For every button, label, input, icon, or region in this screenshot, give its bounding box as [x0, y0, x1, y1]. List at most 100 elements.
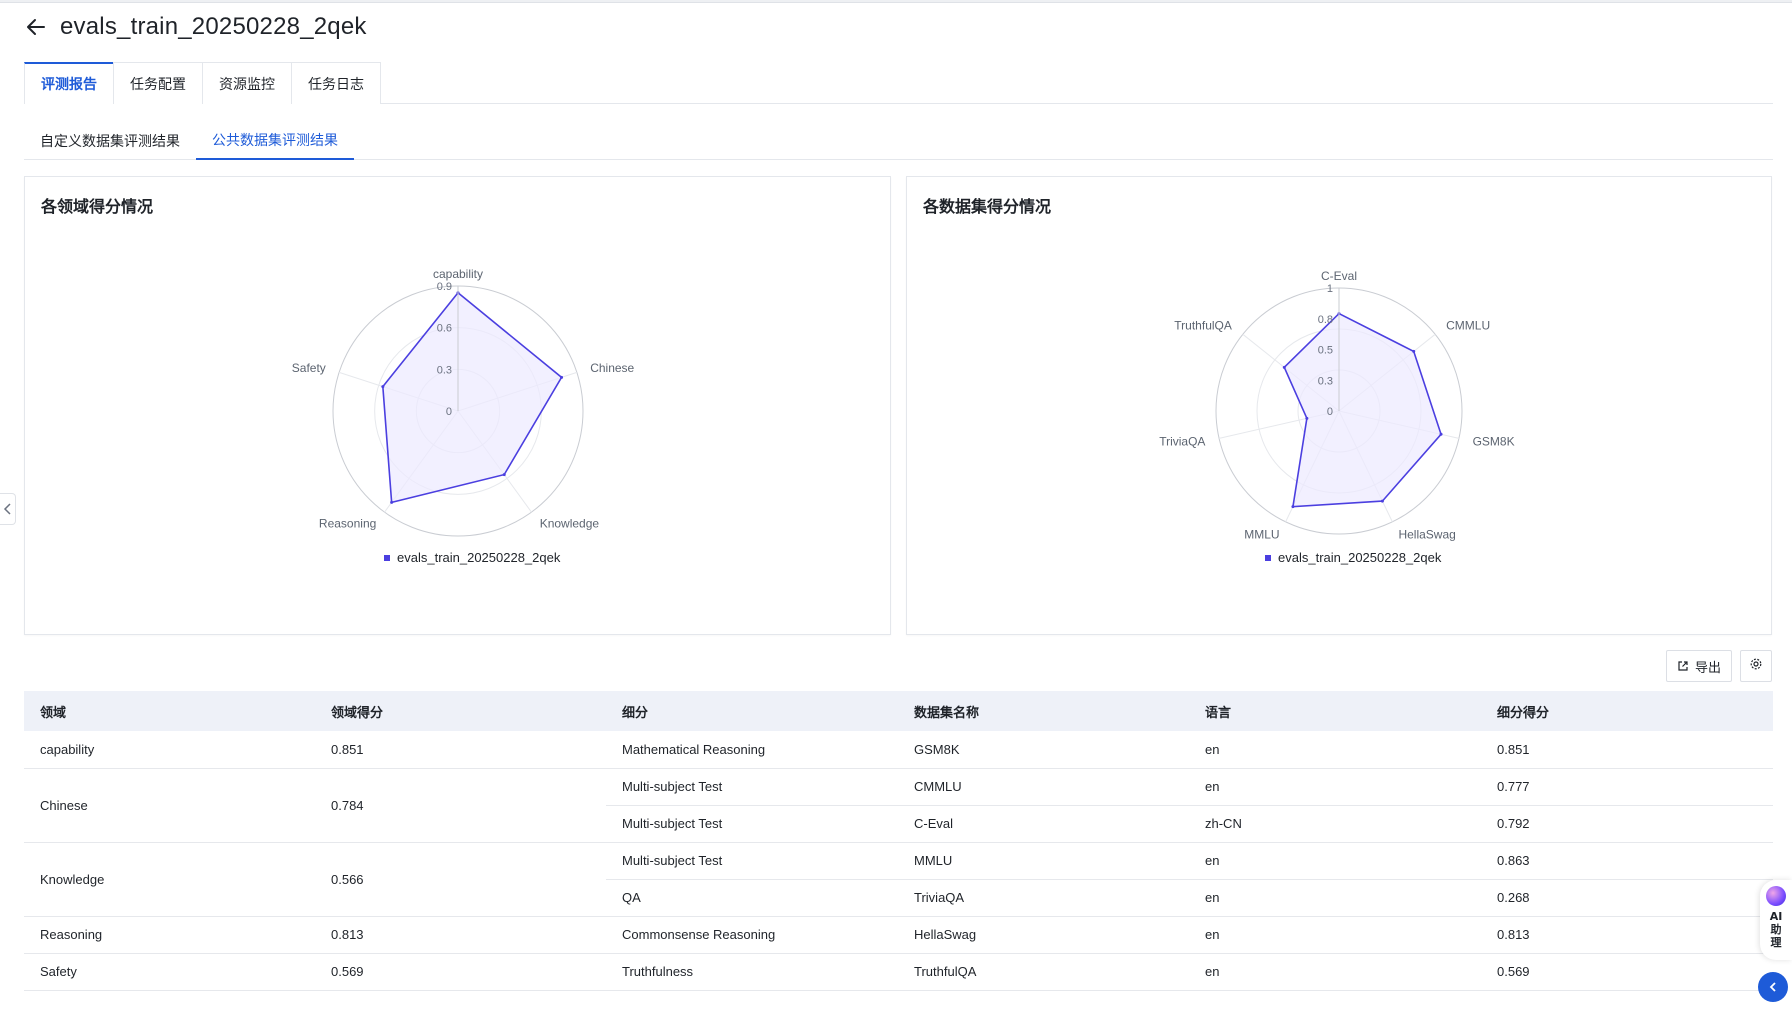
export-button[interactable]: 导出: [1665, 650, 1732, 682]
radar-axis-label: Chinese: [590, 361, 634, 375]
tab-task-log[interactable]: 任务日志: [291, 62, 381, 104]
subcategory-cell: Truthfulness: [606, 953, 898, 991]
radar-axis-label: MMLU: [1244, 527, 1279, 541]
back-arrow-icon[interactable]: [22, 13, 50, 41]
language-cell: en: [1189, 842, 1481, 880]
settings-button[interactable]: [1740, 650, 1772, 682]
radar-data-point[interactable]: [560, 375, 564, 379]
sub-score-cell: 0.268: [1481, 879, 1773, 917]
radar-data-point[interactable]: [502, 473, 506, 477]
card-title: 各领域得分情况: [41, 197, 154, 216]
tab-task-config[interactable]: 任务配置: [113, 62, 203, 104]
domain-cell: Knowledge: [24, 842, 315, 917]
subcategory-cell: QA: [606, 879, 898, 917]
radar-tick-label: 1: [1327, 283, 1333, 295]
radar-axis-label: C-Eval: [1321, 269, 1357, 283]
table-row: Knowledge 0.566 Multi-subject Test MMLU …: [24, 842, 1773, 917]
legend-swatch: [1265, 555, 1271, 561]
subcategory-cell: Multi-subject Test: [606, 805, 898, 843]
domain-score-cell: 0.784: [315, 768, 606, 843]
collapse-panel-button[interactable]: [1758, 972, 1788, 1002]
radar-tick-label: 0.3: [1318, 375, 1333, 387]
domain-score-cell: 0.813: [315, 916, 606, 954]
domain-cell: Reasoning: [24, 916, 315, 954]
radar-data-point[interactable]: [390, 500, 394, 504]
subtab-public-dataset[interactable]: 公共数据集评测结果: [196, 122, 354, 160]
radar-data-point[interactable]: [1291, 505, 1295, 509]
chevron-left-icon: [1769, 982, 1776, 992]
column-header-subcategory: 细分: [606, 691, 898, 731]
table-row: Multi-subject Test C-Eval zh-CN 0.792: [24, 805, 1773, 843]
column-header-language: 语言: [1189, 691, 1481, 731]
domain-score-cell: 0.566: [315, 842, 606, 917]
sub-score-cell: 0.851: [1481, 731, 1773, 769]
subcategory-cell: Commonsense Reasoning: [606, 916, 898, 954]
dataset-cell: TriviaQA: [898, 879, 1189, 917]
radar-tick-label: 0.5: [1318, 345, 1333, 357]
domain-cell: capability: [24, 731, 315, 769]
dataset-cell: TruthfulQA: [898, 953, 1189, 991]
ai-assistant-label: AI助理: [1769, 910, 1783, 949]
export-label: 导出: [1694, 660, 1721, 676]
dataset-cell: GSM8K: [898, 731, 1189, 769]
table-row: Chinese 0.784 Multi-subject Test CMMLU e…: [24, 768, 1773, 843]
radar-axis-label: Reasoning: [319, 516, 376, 530]
column-header-domain: 领域: [24, 691, 315, 731]
main-tabs: 评测报告 任务配置 资源监控 任务日志: [24, 62, 1773, 104]
page-title: evals_train_20250228_2qek: [60, 13, 367, 40]
ai-assistant-button[interactable]: AI助理: [1760, 880, 1792, 960]
tab-eval-report[interactable]: 评测报告: [24, 62, 114, 104]
top-border: [0, 0, 1792, 3]
dataset-cell: C-Eval: [898, 805, 1189, 843]
language-cell: en: [1189, 731, 1481, 769]
sidebar-expand-handle[interactable]: [0, 493, 16, 525]
radar-data-point[interactable]: [1282, 365, 1286, 369]
gear-icon: [1749, 657, 1763, 675]
radar-data-point[interactable]: [1412, 349, 1416, 353]
radar-tick-label: 0.3: [437, 364, 452, 376]
radar-axis-label: GSM8K: [1473, 434, 1515, 448]
radar-series-area[interactable]: [1283, 312, 1442, 508]
ai-orb-icon: [1766, 886, 1786, 906]
radar-tick-label: 0: [1327, 406, 1333, 418]
subcategory-cell: Multi-subject Test: [606, 842, 898, 880]
radar-axis-label: TruthfulQA: [1174, 319, 1232, 333]
language-cell: en: [1189, 916, 1481, 954]
subtab-custom-dataset[interactable]: 自定义数据集评测结果: [40, 134, 180, 150]
dataset-cell: CMMLU: [898, 768, 1189, 806]
dataset-cell: MMLU: [898, 842, 1189, 880]
dataset-score-card: 各数据集得分情况 0 0.3 0.5 0.8 1 C-Eval CMMLU GSM8K Hell…: [906, 176, 1772, 635]
sub-score-cell: 0.569: [1481, 953, 1773, 991]
column-header-sub-score: 细分得分: [1481, 691, 1773, 731]
table-toolbar: 导出: [1665, 650, 1772, 682]
external-link-icon: [1677, 660, 1689, 672]
language-cell: zh-CN: [1189, 805, 1481, 843]
language-cell: en: [1189, 768, 1481, 806]
domain-score-cell: 0.569: [315, 953, 606, 991]
table-row: QA TriviaQA en 0.268: [24, 879, 1773, 917]
domain-cell: Chinese: [24, 768, 315, 843]
table-row: Safety 0.569 Truthfulness TruthfulQA en …: [24, 953, 1773, 991]
radar-axis-label: Safety: [292, 361, 326, 375]
column-header-dataset-name: 数据集名称: [898, 691, 1189, 731]
tab-resource-monitor[interactable]: 资源监控: [202, 62, 292, 104]
radar-tick-label: 0: [446, 406, 452, 418]
column-header-domain-score: 领域得分: [315, 691, 606, 731]
legend-label[interactable]: evals_train_20250228_2qek: [397, 550, 561, 565]
domain-score-cell: 0.851: [315, 731, 606, 769]
page-header: evals_train_20250228_2qek: [22, 10, 367, 44]
table-header-row: 领域 领域得分 细分 数据集名称 语言 细分得分: [24, 691, 1773, 731]
radar-data-point[interactable]: [1380, 499, 1384, 503]
radar-data-point[interactable]: [381, 385, 385, 389]
radar-series-area[interactable]: [382, 291, 563, 504]
radar-data-point[interactable]: [1305, 416, 1309, 420]
sub-score-cell: 0.792: [1481, 805, 1773, 843]
table-row: capability 0.851 Mathematical Reasoning …: [24, 731, 1773, 769]
legend-swatch: [384, 555, 390, 561]
sub-tabs: 自定义数据集评测结果 公共数据集评测结果: [24, 122, 1773, 160]
subcategory-cell: Multi-subject Test: [606, 768, 898, 806]
radar-data-point[interactable]: [1439, 432, 1443, 436]
dataset-cell: HellaSwag: [898, 916, 1189, 954]
legend-label[interactable]: evals_train_20250228_2qek: [1278, 550, 1442, 565]
